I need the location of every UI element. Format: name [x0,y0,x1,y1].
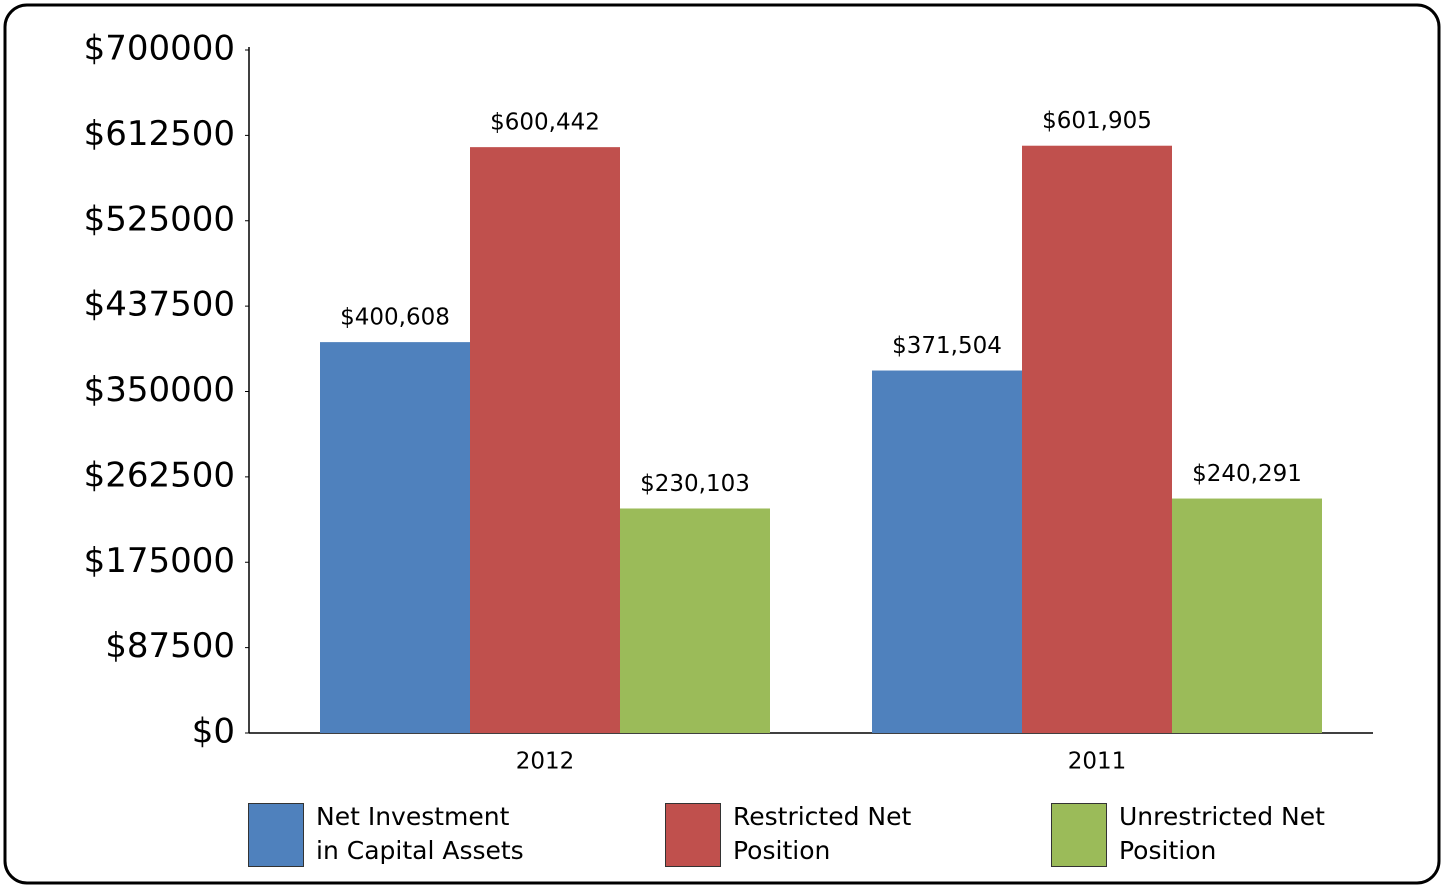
y-tick-label: $525000 [84,199,235,239]
value-label: $400,608 [340,305,450,331]
legend-item: Restricted Net Position [665,802,943,868]
frame [3,3,1441,885]
y-tick-label: $700000 [84,29,235,69]
value-label: $601,905 [1042,108,1152,134]
y-tick-label: $350000 [84,370,235,410]
legend-label: Unrestricted Net Position [1119,802,1325,865]
legend-label: Restricted Net Position [733,802,912,865]
bar [470,147,620,734]
legend-swatch [665,803,721,867]
bar [620,508,770,733]
y-tick-label: $175000 [84,541,235,581]
bar [872,370,1022,733]
legend-label: Net Investment in Capital Assets [316,802,524,865]
legend-swatch [248,803,304,867]
y-tick-label: $262500 [84,455,235,495]
bar [1172,498,1322,733]
value-label: $600,442 [490,110,600,136]
value-label: $230,103 [640,471,750,497]
bar [1022,145,1172,733]
x-tick-label: 2012 [516,749,575,775]
y-tick-label: $0 [192,712,235,752]
legend-item: Net Investment in Capital Assets [248,802,526,868]
bar [320,342,470,733]
y-tick-label: $437500 [84,285,235,325]
y-tick-label: $87500 [105,626,235,666]
legend-item: Unrestricted Net Position [1051,802,1329,868]
value-label: $371,504 [892,333,1002,359]
legend-swatch [1051,803,1107,867]
y-tick-label: $612500 [84,114,235,154]
x-tick-label: 2011 [1068,749,1127,775]
value-label: $240,291 [1192,461,1302,487]
